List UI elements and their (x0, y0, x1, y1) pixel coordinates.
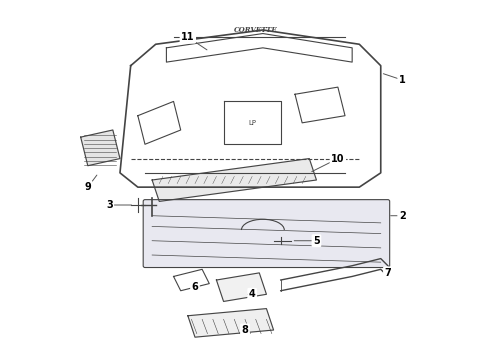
Text: 3: 3 (106, 200, 113, 210)
Polygon shape (188, 309, 273, 337)
Text: 4: 4 (249, 289, 255, 299)
Text: 2: 2 (399, 211, 406, 221)
Text: 5: 5 (313, 236, 320, 246)
Text: 8: 8 (242, 325, 248, 335)
Polygon shape (152, 158, 317, 202)
FancyBboxPatch shape (143, 200, 390, 267)
Text: CORVETTE: CORVETTE (234, 26, 278, 34)
Text: 1: 1 (399, 75, 406, 85)
Text: 6: 6 (192, 282, 198, 292)
Text: 7: 7 (385, 268, 391, 278)
Text: 11: 11 (181, 32, 195, 42)
Polygon shape (217, 273, 267, 301)
Text: LP: LP (248, 120, 256, 126)
Text: 10: 10 (331, 154, 344, 163)
Polygon shape (81, 130, 120, 166)
Text: 9: 9 (84, 182, 91, 192)
